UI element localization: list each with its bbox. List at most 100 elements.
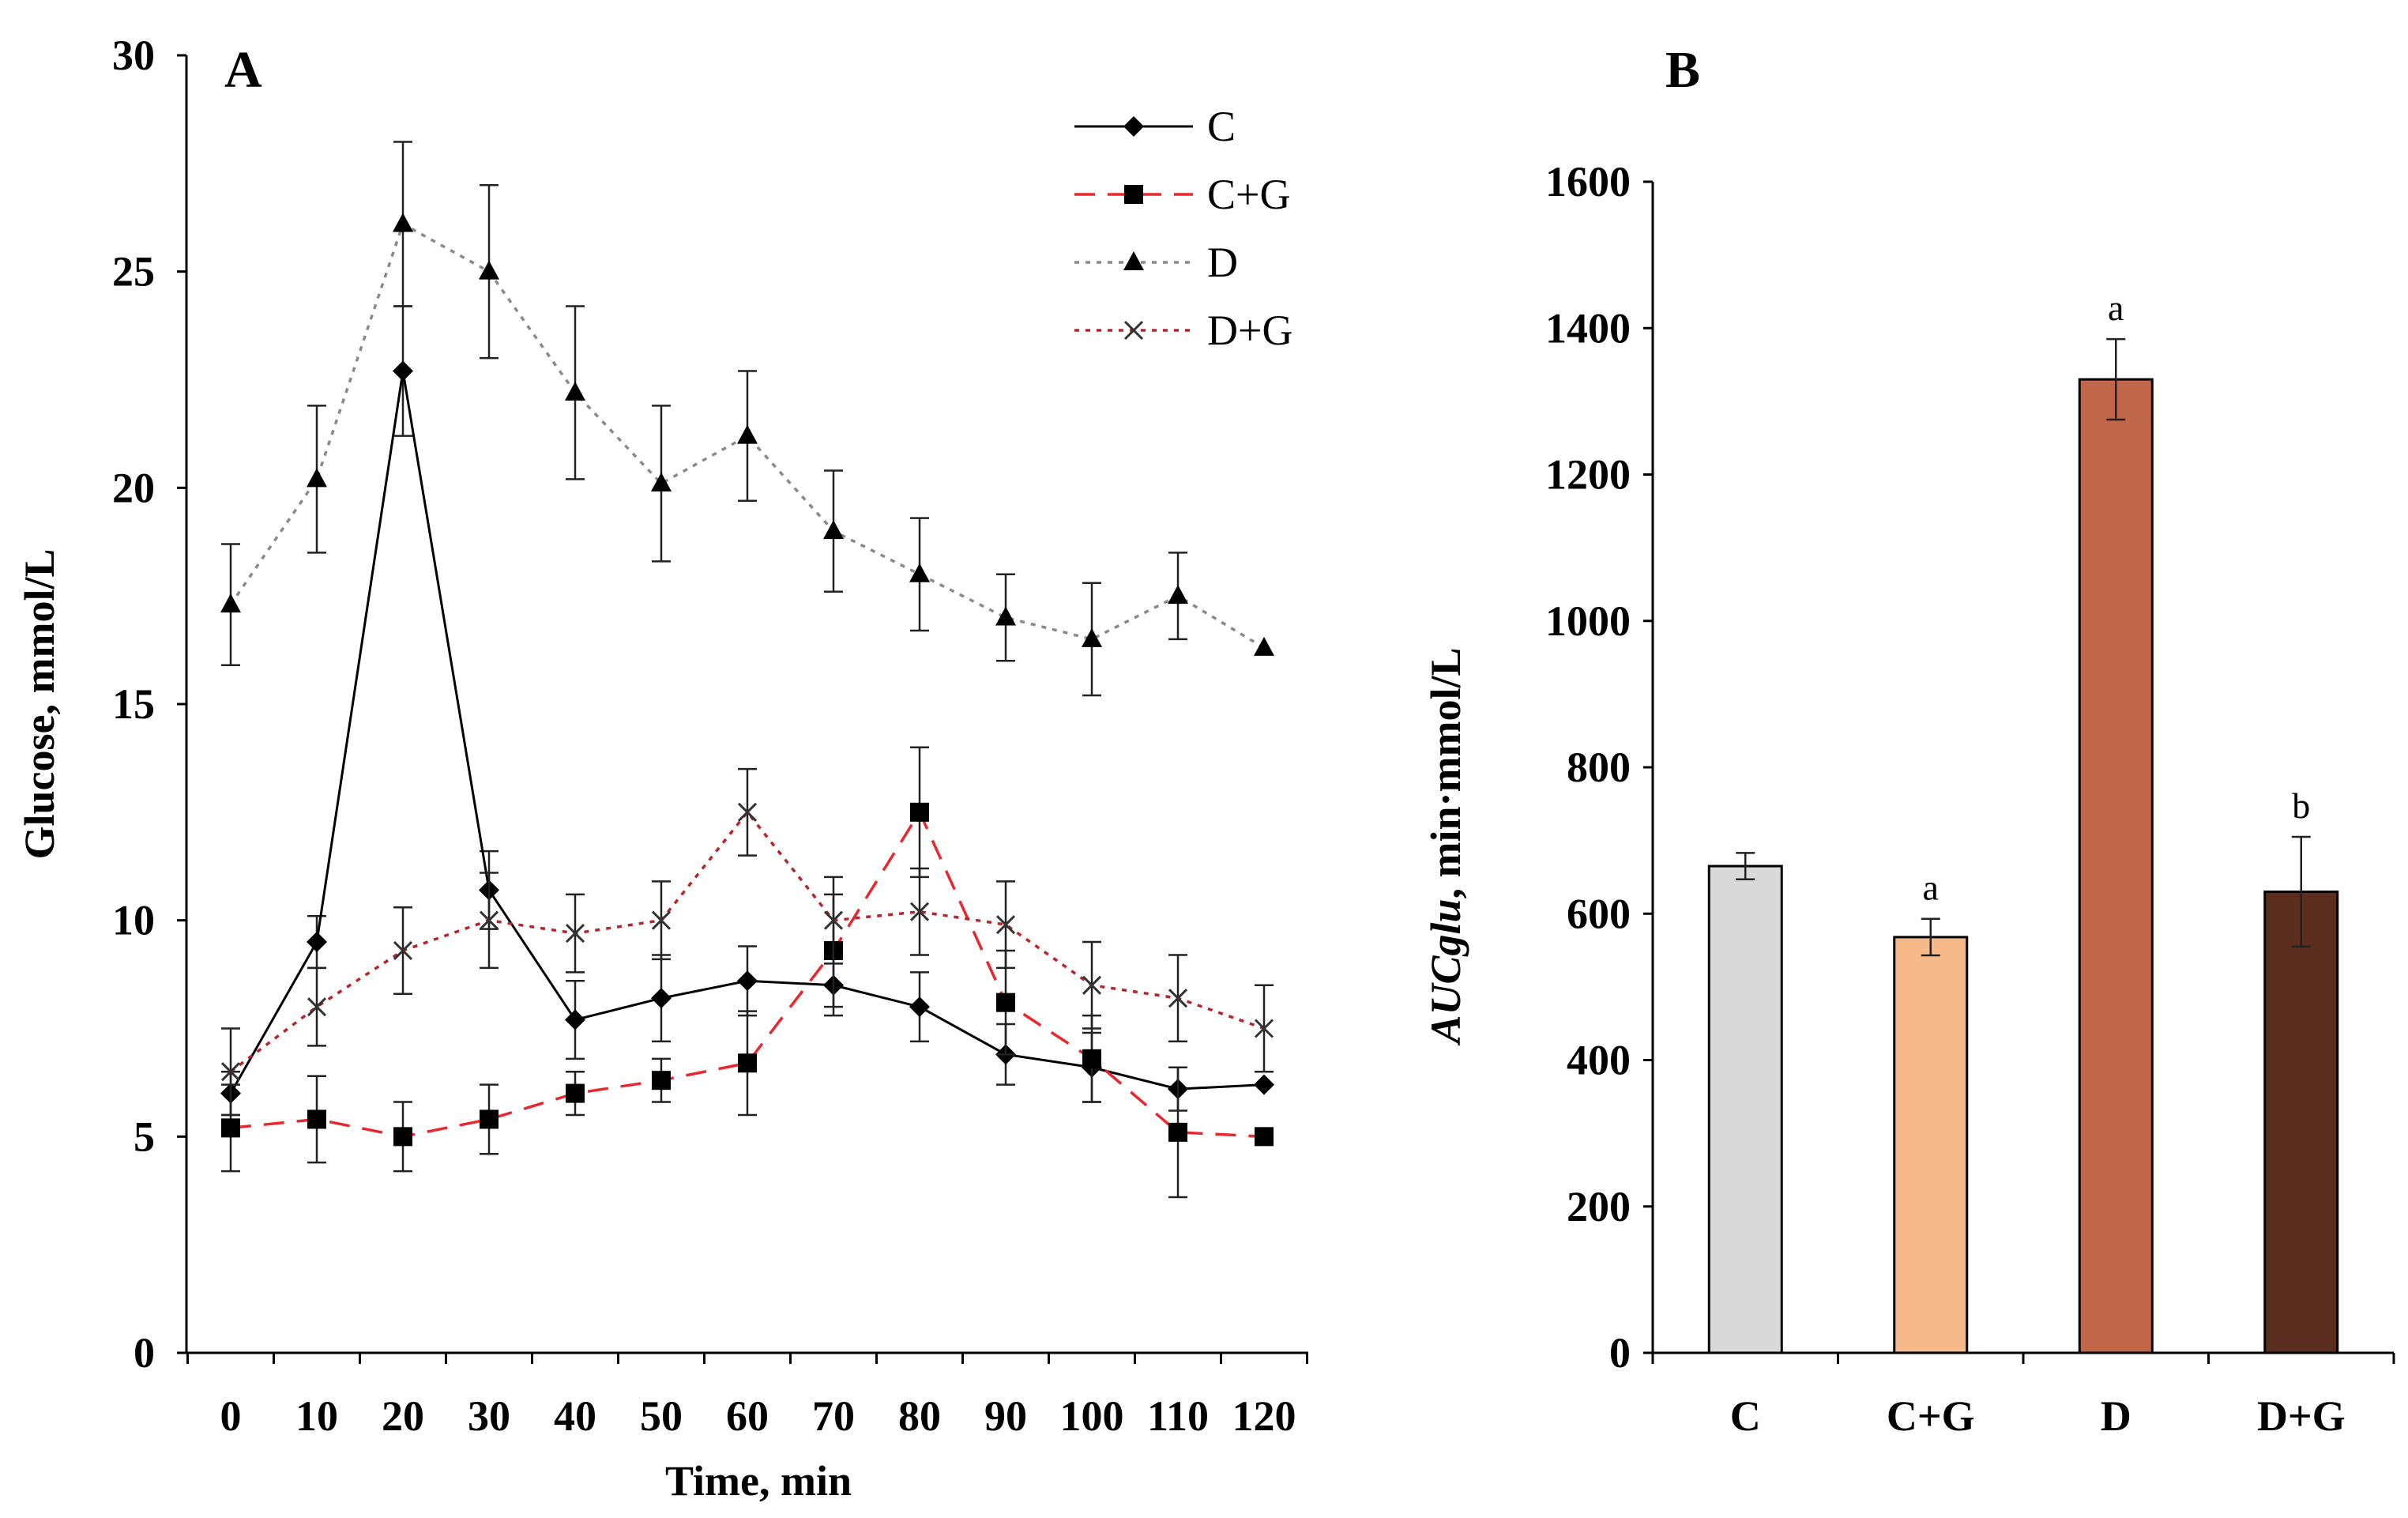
x-category-label: D <box>2101 1392 2131 1440</box>
point-d <box>1168 585 1188 605</box>
y-tick-label: 600 <box>1567 890 1631 937</box>
panel-b-letter: B <box>1665 41 1700 99</box>
y-tick-label: 0 <box>1609 1329 1631 1377</box>
point-d-plus-g <box>1168 989 1188 1008</box>
error-bars-d-plus-g <box>221 767 1274 1117</box>
point-d <box>307 468 327 488</box>
legend-marker <box>1123 116 1144 137</box>
y-tick-label: 10 <box>112 897 155 944</box>
bar-d-plus-g <box>2263 890 2339 1354</box>
y-tick-label: 1200 <box>1545 451 1631 499</box>
error-bar <box>2291 835 2311 948</box>
point-c <box>565 1009 585 1030</box>
point-c-plus-g <box>221 1118 240 1138</box>
bar-group-d-plus-g: b <box>2263 785 2339 1354</box>
x-category-label: C <box>1730 1392 1761 1440</box>
x-tick-label: 20 <box>382 1392 424 1440</box>
point-d <box>823 520 844 540</box>
y-tick-label: 1600 <box>1545 158 1631 205</box>
x-category-label: D+G <box>2257 1392 2346 1440</box>
x-tick-label: 10 <box>295 1392 338 1440</box>
significance-label: a <box>1923 868 1939 908</box>
bar-group-c-plus-g: a <box>1893 868 1969 1354</box>
x-tick-label: 100 <box>1060 1392 1124 1440</box>
point-d <box>909 563 930 582</box>
panel-a-y-ticks: 0 5 10 15 20 25 30 <box>112 32 186 1377</box>
y-tick-label: 15 <box>112 680 155 728</box>
point-d <box>565 381 585 401</box>
point-d-plus-g <box>1082 975 1102 995</box>
y-tick-label: 200 <box>1567 1183 1631 1230</box>
panel-b-x-ticks: C C+G D D+G <box>1651 1353 2395 1440</box>
point-d-plus-g <box>220 1062 241 1082</box>
y-tick-label: 20 <box>112 464 155 511</box>
legend-entry-c-plus-g: C+G <box>1074 171 1290 218</box>
point-d <box>1082 627 1102 647</box>
point-c-plus-g <box>738 1053 757 1073</box>
x-tick-label: 90 <box>984 1392 1027 1440</box>
bar-c-plus-g <box>1893 936 1969 1354</box>
bar-group-d: a <box>2078 288 2154 1354</box>
panel-b-y-ticks: 0 200 400 600 800 1000 1200 1400 1600 <box>1545 158 1653 1377</box>
error-bar <box>1736 852 1755 880</box>
panel-b-bars: a a b <box>1707 288 2339 1354</box>
significance-label: a <box>2108 288 2124 328</box>
legend-label: C+G <box>1207 171 1290 218</box>
panel-b-y-axis-title-italic: AUCglu <box>1422 898 1469 1045</box>
point-d <box>1254 636 1274 656</box>
y-tick-label: 1400 <box>1545 304 1631 352</box>
point-d-plus-g <box>995 915 1016 935</box>
point-d <box>651 472 672 492</box>
legend-entry-c: C <box>1074 103 1236 150</box>
point-d <box>737 424 758 444</box>
point-c <box>909 996 930 1018</box>
point-c <box>1254 1074 1274 1095</box>
series-d <box>220 141 1274 697</box>
bar-d <box>2078 378 2154 1354</box>
y-tick-label: 5 <box>134 1113 155 1160</box>
point-c <box>651 988 672 1009</box>
panel-a-legend: C C+G D D+G <box>1074 103 1292 354</box>
legend-entry-d: D <box>1074 239 1238 286</box>
error-bar <box>2106 337 2126 421</box>
x-tick-label: 80 <box>898 1392 941 1440</box>
legend-entry-d-plus-g: D+G <box>1074 307 1292 354</box>
bar-c <box>1707 864 1783 1354</box>
x-tick-label: 70 <box>812 1392 855 1440</box>
point-d <box>393 213 413 232</box>
point-d <box>479 260 499 280</box>
legend-marker <box>1123 251 1144 270</box>
point-c-plus-g <box>307 1109 326 1129</box>
bar-group-c <box>1707 852 1783 1354</box>
point-d <box>220 593 241 613</box>
point-c <box>307 932 327 953</box>
point-c-plus-g <box>480 1109 499 1129</box>
point-d <box>995 606 1016 626</box>
point-c-plus-g <box>566 1083 585 1103</box>
panel-a-line-chart: A 0 5 10 15 20 25 30 0 10 20 30 40 50 60 70 80 90 100 110… <box>16 32 1308 1505</box>
x-tick-label: 0 <box>220 1392 242 1440</box>
y-tick-label: 800 <box>1567 744 1631 791</box>
y-tick-label: 400 <box>1567 1037 1631 1084</box>
x-category-label: C+G <box>1887 1392 1975 1440</box>
x-tick-label: 40 <box>554 1392 596 1440</box>
point-d-plus-g <box>1254 1019 1274 1038</box>
legend-marker <box>1124 185 1143 204</box>
y-tick-label: 25 <box>112 248 155 296</box>
panel-b-bar-chart: B 0 200 400 600 800 1000 1200 1400 1600 a a b C C+G… <box>1422 41 2395 1440</box>
panel-a-x-ticks: 0 10 20 30 40 50 60 70 80 90 100 110 120 <box>186 1353 1308 1440</box>
error-bar <box>1921 917 1940 957</box>
point-d-plus-g <box>479 910 499 930</box>
panel-a-letter: A <box>224 41 262 99</box>
significance-label: b <box>2292 785 2310 826</box>
y-tick-label: 0 <box>134 1329 155 1377</box>
point-c-plus-g <box>1255 1127 1274 1147</box>
point-c-plus-g <box>393 1127 412 1147</box>
panel-a-y-axis-title: Glucose, mmol/L <box>16 549 63 860</box>
y-tick-label: 30 <box>112 32 155 79</box>
point-c-plus-g <box>996 993 1015 1012</box>
point-c-plus-g <box>910 802 929 822</box>
panel-a-series <box>220 141 1274 1199</box>
panel-b-y-axis-title-rest: , min·mmol/L <box>1422 647 1469 898</box>
